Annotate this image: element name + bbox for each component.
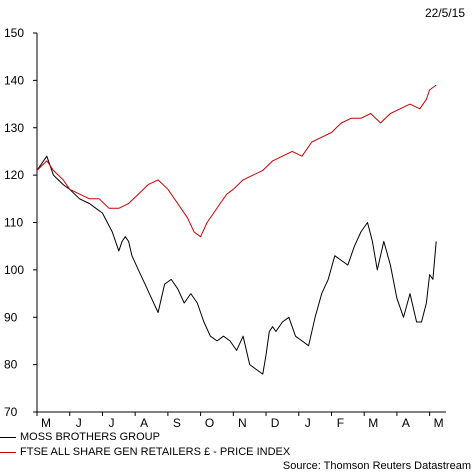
legend-item-moss-brothers: MOSS BROTHERS GROUP (0, 431, 160, 443)
y-tick-label: 130 (4, 121, 24, 135)
x-tick-label: N (238, 416, 247, 430)
y-tick-label: 90 (4, 310, 18, 324)
line-chart: 70 80 90 100 110 120 130 140 150 M J J A S O N D J F M A M (4, 26, 446, 430)
series-lines (36, 84, 437, 375)
series-line-1 (36, 155, 437, 375)
x-tick-label: D (271, 416, 280, 430)
legend-swatch-black (0, 436, 16, 438)
y-axis-ticks: 70 80 90 100 110 120 130 140 150 (4, 26, 37, 419)
legend-label-2: FTSE ALL SHARE GEN RETAILERS £ - PRICE I… (20, 446, 291, 458)
axes (36, 33, 446, 413)
x-tick-label: S (173, 416, 181, 430)
x-tick-label: J (76, 416, 82, 430)
legend-item-ftse-retailers: FTSE ALL SHARE GEN RETAILERS £ - PRICE I… (0, 446, 290, 458)
x-tick-label: F (337, 416, 344, 430)
x-tick-label: M (434, 416, 444, 430)
y-tick-label: 80 (4, 358, 18, 372)
y-tick-label: 150 (4, 26, 24, 40)
x-tick-label: M (41, 416, 51, 430)
x-tick-label: M (368, 416, 378, 430)
y-tick-label: 110 (4, 216, 23, 230)
x-tick-label: J (305, 416, 311, 430)
legend-swatch-red (0, 451, 16, 453)
x-tick-label: A (140, 416, 148, 430)
source-note: Source: Thomson Reuters Datastream (282, 460, 471, 472)
x-tick-label: A (402, 416, 410, 430)
y-tick-label: 140 (4, 73, 24, 87)
x-tick-label: J (108, 416, 114, 430)
y-tick-label: 100 (4, 263, 24, 277)
x-tick-label: O (205, 416, 214, 430)
series-line-2 (36, 84, 437, 238)
date-label: 22/5/15 (424, 6, 465, 20)
legend-label-1: MOSS BROTHERS GROUP (20, 431, 160, 443)
y-tick-label: 70 (4, 405, 18, 419)
y-tick-label: 120 (4, 168, 24, 182)
